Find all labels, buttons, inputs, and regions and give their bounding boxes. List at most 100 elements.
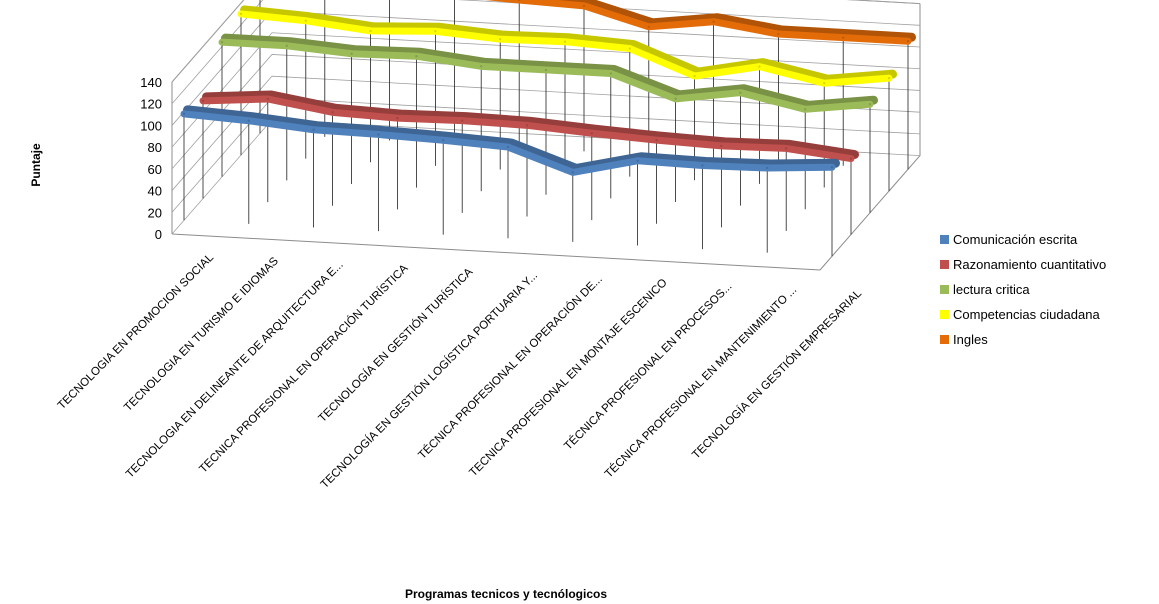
- series-ribbon-back: [221, 33, 878, 110]
- data-point: [220, 40, 224, 44]
- data-point: [655, 138, 658, 142]
- data-point: [350, 52, 353, 55]
- data-point: [563, 40, 567, 43]
- data-point: [285, 44, 288, 47]
- legend: Comunicación escrita Razonamiento cuantit…: [940, 232, 1106, 347]
- data-point: [739, 91, 742, 94]
- data-point: [674, 97, 677, 101]
- data-point: [331, 111, 334, 114]
- x-category-label: TECNOLOGÍA EN GESTIÓN TURÍSTICA: [316, 265, 476, 425]
- legend-label: Competencias ciudadana: [953, 307, 1100, 322]
- data-point: [868, 103, 872, 106]
- data-point: [849, 157, 853, 160]
- data-point: [239, 12, 243, 16]
- series-2: [218, 33, 878, 113]
- data-point: [823, 82, 826, 85]
- data-point: [461, 119, 464, 122]
- data-point: [571, 171, 574, 174]
- data-point: [804, 108, 807, 111]
- data-point: [777, 32, 780, 36]
- legend-item: Competencias ciudadana: [940, 307, 1100, 322]
- data-point: [785, 147, 788, 150]
- series-ribbons: [180, 0, 916, 176]
- y-axis-title: Puntaje: [29, 143, 43, 187]
- data-point: [628, 47, 631, 50]
- legend-label: lectura critica: [953, 282, 1030, 297]
- data-point: [304, 19, 307, 22]
- series-4: [485, 0, 916, 45]
- data-point: [499, 37, 502, 41]
- data-point: [266, 97, 269, 101]
- y-tick-label: 0: [155, 227, 162, 242]
- gridline: [171, 54, 921, 170]
- data-point: [830, 166, 834, 169]
- data-point: [480, 65, 483, 68]
- gridline: [171, 0, 921, 104]
- x-category-label: TECNOLOGIA EN TURISMO E IDIOMAS: [122, 255, 281, 414]
- legend-item: Razonamiento cuantitativo: [940, 257, 1106, 272]
- data-point: [647, 25, 650, 29]
- y-tick-label: 120: [140, 97, 162, 112]
- series-ribbon-back: [517, 0, 916, 42]
- legend-swatch: [940, 235, 949, 244]
- series-ribbon-back: [183, 105, 840, 173]
- legend-item: lectura critica: [940, 282, 1030, 297]
- y-tick-label: 60: [148, 162, 162, 177]
- data-point: [442, 139, 445, 142]
- x-axis-title: Programas tecnicos y tecnólogicos: [405, 587, 607, 601]
- data-point: [506, 145, 510, 149]
- data-point: [434, 30, 437, 33]
- data-point: [582, 4, 586, 8]
- data-point: [701, 164, 704, 167]
- legend-swatch: [940, 260, 949, 269]
- x-axis-category-labels: TECNOLOGIA EN PROMOCION SOCIALTECNOLOGIA…: [56, 251, 865, 491]
- data-point: [636, 159, 639, 162]
- series-3: [237, 5, 897, 87]
- y-axis-ticks: 0 20 40 60 80 100 120 140: [140, 75, 162, 242]
- data-point: [609, 72, 612, 75]
- y-tick-label: 20: [148, 205, 162, 220]
- x-category-label: TECNOLOGIA EN PROMOCION SOCIAL: [56, 251, 217, 412]
- legend-label: Comunicación escrita: [953, 232, 1078, 247]
- y-tick-label: 80: [148, 140, 162, 155]
- data-point: [377, 133, 380, 136]
- data-point: [842, 36, 845, 39]
- gridline: [171, 0, 921, 83]
- data-point: [525, 124, 529, 127]
- data-point: [369, 29, 372, 33]
- data-point: [247, 119, 250, 122]
- legend-swatch: [940, 310, 949, 319]
- series-0: [180, 105, 840, 176]
- legend-label: Razonamiento cuantitativo: [953, 257, 1106, 272]
- legend-item: Ingles: [940, 332, 988, 347]
- data-point: [396, 116, 399, 120]
- data-point: [518, 0, 521, 2]
- data-point: [758, 65, 761, 68]
- data-point: [693, 74, 696, 78]
- data-point: [766, 166, 769, 170]
- data-point: [887, 76, 891, 80]
- x-category-label: TECNOLOGÍA EN GESTIÓN LOGÍSTICA PORTUARI…: [318, 269, 540, 491]
- series-ribbon-back: [202, 90, 859, 160]
- legend-swatch: [940, 285, 949, 294]
- data-point: [201, 99, 205, 103]
- data-point: [590, 132, 593, 135]
- series-1: [199, 90, 859, 163]
- data-point: [544, 68, 548, 72]
- data-point: [312, 128, 315, 131]
- x-axis-line: [171, 233, 821, 271]
- data-point: [712, 20, 715, 23]
- y-tick-label: 100: [140, 118, 162, 133]
- legend-item: Comunicación escrita: [940, 232, 1078, 247]
- data-point: [720, 144, 723, 148]
- legend-label: Ingles: [953, 332, 988, 347]
- gridline: [171, 75, 921, 191]
- y-tick-label: 140: [140, 75, 162, 90]
- data-point: [182, 112, 186, 116]
- legend-swatch: [940, 335, 949, 344]
- data-point: [415, 55, 418, 58]
- y-tick-label: 40: [148, 184, 162, 199]
- series-ribbon-back: [240, 5, 897, 84]
- data-point: [906, 40, 910, 43]
